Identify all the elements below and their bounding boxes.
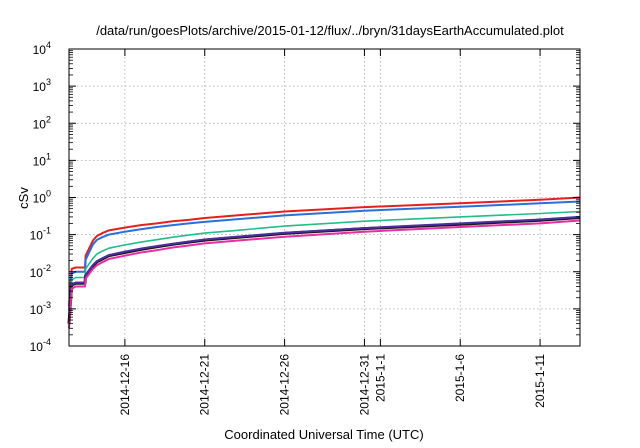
y-tick-exponent: -1: [43, 226, 51, 236]
y-tick-label: 104: [33, 40, 51, 57]
y-tick-base: 10: [33, 192, 47, 206]
ticks: [69, 48, 580, 347]
y-tick-base: 10: [30, 229, 44, 243]
y-tick-label: 10-2: [30, 263, 51, 280]
y-tick-label: 10-4: [30, 337, 51, 354]
x-tick-label: 2014-12-21: [198, 354, 212, 416]
series-line: [68, 219, 581, 329]
y-tick-base: 10: [33, 43, 47, 57]
y-tick-label: 10-3: [30, 300, 51, 317]
series-layer: [67, 196, 581, 329]
x-tick-label: 2014-12-31: [357, 354, 371, 416]
y-tick-exponent: 2: [46, 114, 51, 124]
chart-title: /data/run/goesPlots/archive/2015-01-12/f…: [96, 23, 564, 38]
y-tick-exponent: 3: [46, 77, 51, 87]
y-tick-label: 103: [33, 77, 51, 94]
y-tick-exponent: 1: [46, 151, 51, 161]
y-tick-label: 100: [33, 189, 51, 206]
x-tick-label: 2014-12-16: [118, 354, 132, 416]
x-tick-label: 2015-1-11: [533, 354, 547, 408]
y-tick-base: 10: [33, 80, 47, 94]
x-axis-label: Coordinated Universal Time (UTC): [224, 427, 423, 442]
y-tick-base: 10: [33, 154, 47, 168]
series-line: [68, 196, 581, 306]
y-tick-exponent: -4: [43, 337, 51, 347]
y-tick-label: 10-1: [30, 226, 51, 243]
y-tick-exponent: -3: [43, 300, 51, 310]
y-tick-base: 10: [30, 303, 44, 317]
y-tick-label: 101: [33, 151, 51, 168]
y-tick-exponent: 4: [46, 40, 51, 50]
y-tick-base: 10: [30, 266, 44, 280]
series-line: [68, 216, 581, 322]
series-line: [68, 210, 581, 318]
x-tick-label: 2014-12-26: [278, 354, 292, 416]
y-axis-label: cSv: [16, 187, 31, 209]
grid: [69, 49, 580, 346]
y-tick-label: 102: [33, 114, 51, 131]
series-line: [68, 215, 581, 323]
x-tick-label: 2015-1-1: [373, 354, 387, 402]
y-tick-exponent: -2: [43, 263, 51, 273]
y-tick-base: 10: [33, 117, 47, 131]
y-tick-base: 10: [30, 340, 44, 354]
x-tick-label: 2015-1-6: [453, 354, 467, 402]
series-line: [68, 200, 581, 311]
x-tick-labels: 2014-12-16 2014-12-21 2014-12-26 2014-12-31…: [118, 354, 547, 416]
y-tick-exponent: 0: [46, 189, 51, 199]
